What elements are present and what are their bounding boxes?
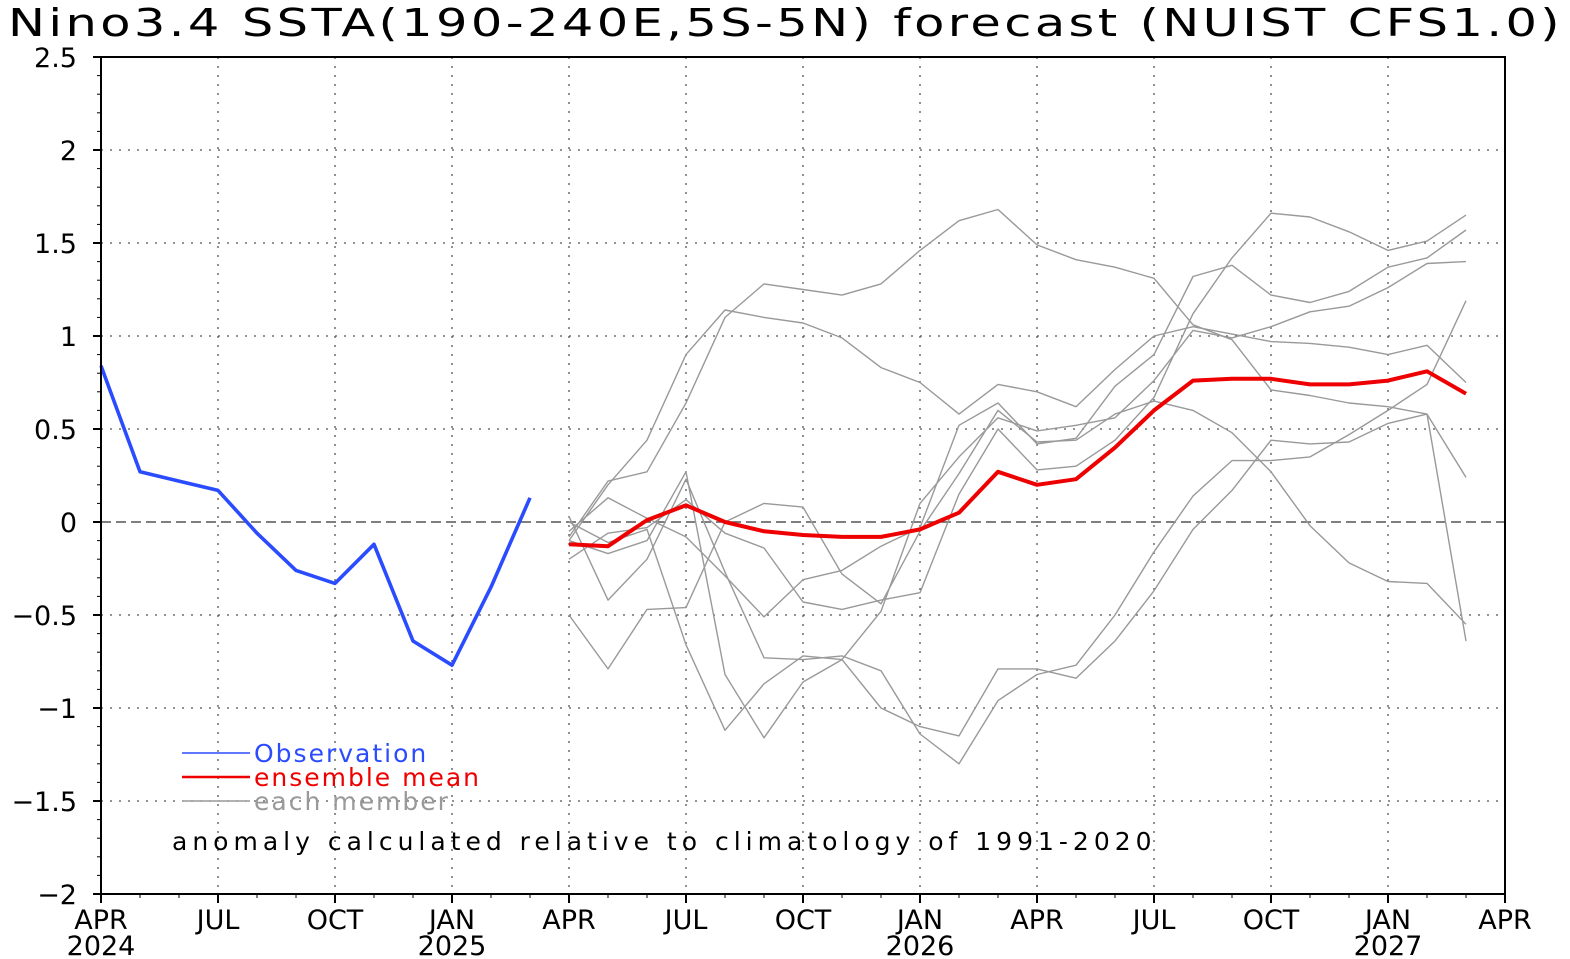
y-tick-label: 1 <box>60 322 77 353</box>
x-year-label: 2026 <box>886 931 955 959</box>
y-tick-label: 0 <box>60 508 77 539</box>
member-line-7 <box>568 413 1467 737</box>
x-tick-label: JAN <box>427 905 475 936</box>
y-tick-label: 2 <box>60 136 77 167</box>
x-tick-label: JUL <box>1131 905 1176 936</box>
climatology-note: anomaly calculated relative to climatolo… <box>172 827 1157 856</box>
x-tick-label: OCT <box>307 905 364 936</box>
member-line-2 <box>568 208 1467 538</box>
x-tick-label: APR <box>542 905 596 936</box>
x-year-label: 2024 <box>67 931 136 959</box>
chart-title: Nino3.4 SSTA(190-240E,5S-5N) forecast (N… <box>8 1 1563 45</box>
x-tick-label: JUL <box>663 905 708 936</box>
x-tick-label: JUL <box>195 905 240 936</box>
y-tick-label: 2.5 <box>34 43 77 74</box>
x-tick-label: APR <box>1010 905 1064 936</box>
x-tick-label: OCT <box>775 905 832 936</box>
member-line-8 <box>568 260 1467 739</box>
y-axis: 2.5 2 1.5 1 0.5 0 −0.5 −1 −1.5 −2 <box>11 43 101 911</box>
member-line-6 <box>568 300 1467 765</box>
observation-line <box>99 365 532 668</box>
member-line-3 <box>568 229 1467 618</box>
member-line-5 <box>568 400 1467 670</box>
x-year-label: 2025 <box>418 931 487 959</box>
legend-label: each member <box>254 787 450 816</box>
x-tick-label: APR <box>1478 905 1532 936</box>
y-tick-label: −1 <box>37 694 77 725</box>
legend-label: Observation <box>254 739 428 768</box>
x-tick-label: JAN <box>895 905 943 936</box>
x-tick-label: APR <box>74 905 128 936</box>
ensemble-mean-line <box>568 369 1467 549</box>
x-tick-label: OCT <box>1243 905 1300 936</box>
x-tick-label: JAN <box>1363 905 1411 936</box>
y-tick-label: −2 <box>37 880 77 911</box>
y-tick-label: −1.5 <box>11 787 77 818</box>
y-tick-label: 1.5 <box>34 229 77 260</box>
x-year-label: 2027 <box>1354 931 1423 959</box>
y-tick-label: 0.5 <box>34 415 77 446</box>
legend-label: ensemble mean <box>254 763 481 792</box>
gridlines <box>101 57 1505 894</box>
member-lines <box>568 208 1467 765</box>
member-line-1 <box>568 309 1467 542</box>
member-line-4 <box>568 212 1467 611</box>
y-tick-label: −0.5 <box>11 601 77 632</box>
